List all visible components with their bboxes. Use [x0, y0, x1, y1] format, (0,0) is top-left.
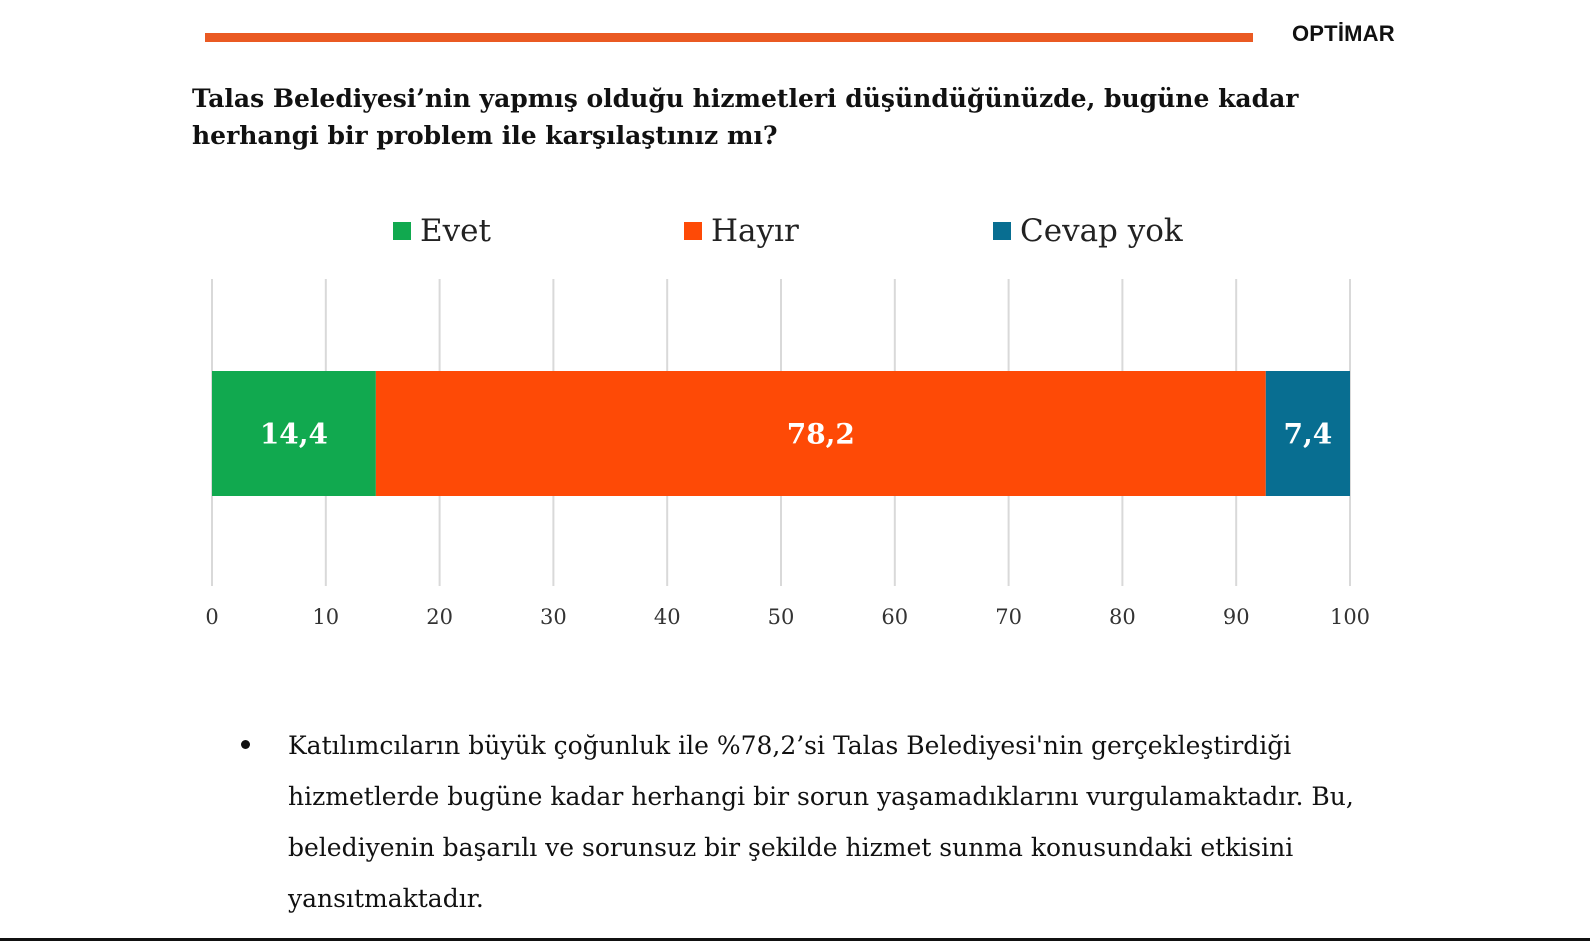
- stacked-bar-chart: 14,4 78,2 7,4 0 10 20 30 40 50 60 70 80 90 100 Evet Hay…: [205, 213, 1370, 629]
- page-title: Talas Belediyesi’nin yapmış olduğu hizme…: [192, 84, 1299, 150]
- x-tick-label: 90: [1223, 605, 1250, 629]
- x-tick-label: 50: [768, 605, 795, 629]
- summary-paragraph: Katılımcıların büyük çoğunluk ile %78,2’…: [288, 731, 1354, 913]
- legend-swatch-3: [993, 222, 1011, 240]
- legend-swatch-2: [684, 222, 702, 240]
- legend-label-1: Evet: [420, 213, 491, 249]
- bar-segment-2: [375, 371, 1266, 496]
- x-tick-label: 20: [426, 605, 453, 629]
- legend-label-3: Cevap yok: [1020, 213, 1183, 249]
- x-tick-label: 100: [1330, 605, 1370, 629]
- x-tick-label: 70: [995, 605, 1022, 629]
- bullet-point-icon: [241, 740, 250, 749]
- x-tick-label: 60: [881, 605, 908, 629]
- data-label-2: 78,2: [787, 418, 855, 451]
- legend-label-2: Hayır: [711, 213, 799, 249]
- bar-segment-1: [212, 371, 376, 496]
- data-label-1: 14,4: [260, 418, 328, 451]
- x-tick-label: 0: [205, 605, 218, 629]
- legend-swatch-1: [393, 222, 411, 240]
- x-tick-label: 40: [654, 605, 681, 629]
- x-tick-label: 10: [312, 605, 339, 629]
- header-accent-bar: [205, 33, 1253, 42]
- brand-logo-text: OPTİMAR: [1292, 21, 1395, 46]
- x-tick-label: 30: [540, 605, 567, 629]
- data-label-3: 7,4: [1284, 418, 1333, 451]
- bar-segment-3: [1265, 371, 1350, 496]
- x-tick-label: 80: [1109, 605, 1136, 629]
- page-bottom-rule: [0, 938, 1590, 941]
